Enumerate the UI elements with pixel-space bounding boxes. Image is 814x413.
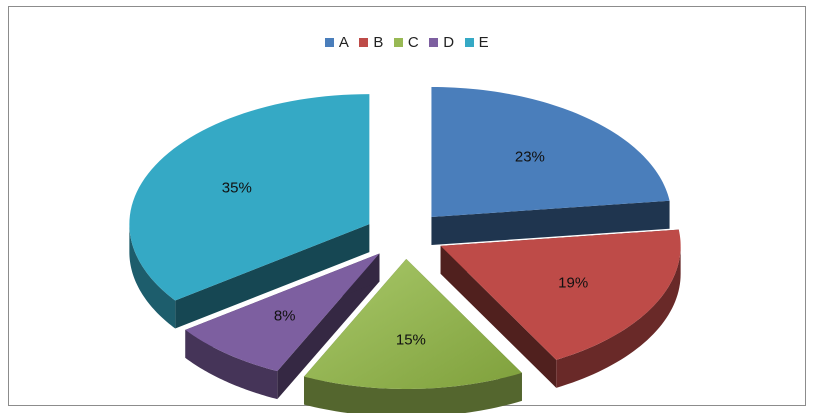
legend-swatch-b bbox=[359, 38, 369, 47]
slice-wall-e-0 bbox=[175, 224, 370, 329]
data-label-c: 15% bbox=[396, 332, 426, 349]
slice-wall-a-1 bbox=[431, 200, 670, 245]
legend-label-c: C bbox=[407, 34, 420, 51]
slice-labels: 23% 19% 15% 8% 35% bbox=[222, 149, 588, 349]
data-label-b: 19% bbox=[558, 275, 588, 292]
slice-rim-d bbox=[185, 329, 278, 400]
slice-side-a bbox=[431, 200, 670, 245]
legend-item-c: C bbox=[393, 34, 420, 51]
slice-tops bbox=[129, 87, 681, 389]
legend-label-e: E bbox=[478, 34, 490, 51]
slice-c bbox=[304, 258, 522, 389]
slice-a bbox=[431, 87, 670, 217]
legend-item-b: B bbox=[359, 34, 384, 51]
legend-item-d: D bbox=[429, 34, 454, 51]
legend-swatch-a bbox=[324, 38, 334, 47]
legend-swatch-d bbox=[429, 38, 439, 47]
slice-wall-b-1 bbox=[440, 245, 557, 388]
legend-label-a: A bbox=[338, 34, 350, 51]
legend-item-a: A bbox=[324, 34, 350, 51]
slice-rim-b bbox=[556, 245, 681, 388]
data-label-a: 23% bbox=[515, 149, 545, 166]
legend-item-e: E bbox=[464, 34, 490, 51]
legend-swatch-e bbox=[464, 38, 474, 47]
slice-b bbox=[440, 229, 681, 360]
legend-label-b: B bbox=[373, 34, 384, 51]
legend-label-d: D bbox=[443, 34, 455, 51]
slice-d bbox=[185, 253, 380, 372]
legend-swatch-c bbox=[393, 38, 403, 47]
legend: A B C D E bbox=[0, 34, 814, 51]
slice-e bbox=[129, 94, 370, 301]
slice-rim-e bbox=[129, 224, 176, 329]
data-label-e: 35% bbox=[222, 180, 252, 197]
slice-side-e bbox=[129, 224, 370, 329]
data-label-d: 8% bbox=[274, 308, 296, 325]
slice-rim-c bbox=[304, 372, 522, 413]
